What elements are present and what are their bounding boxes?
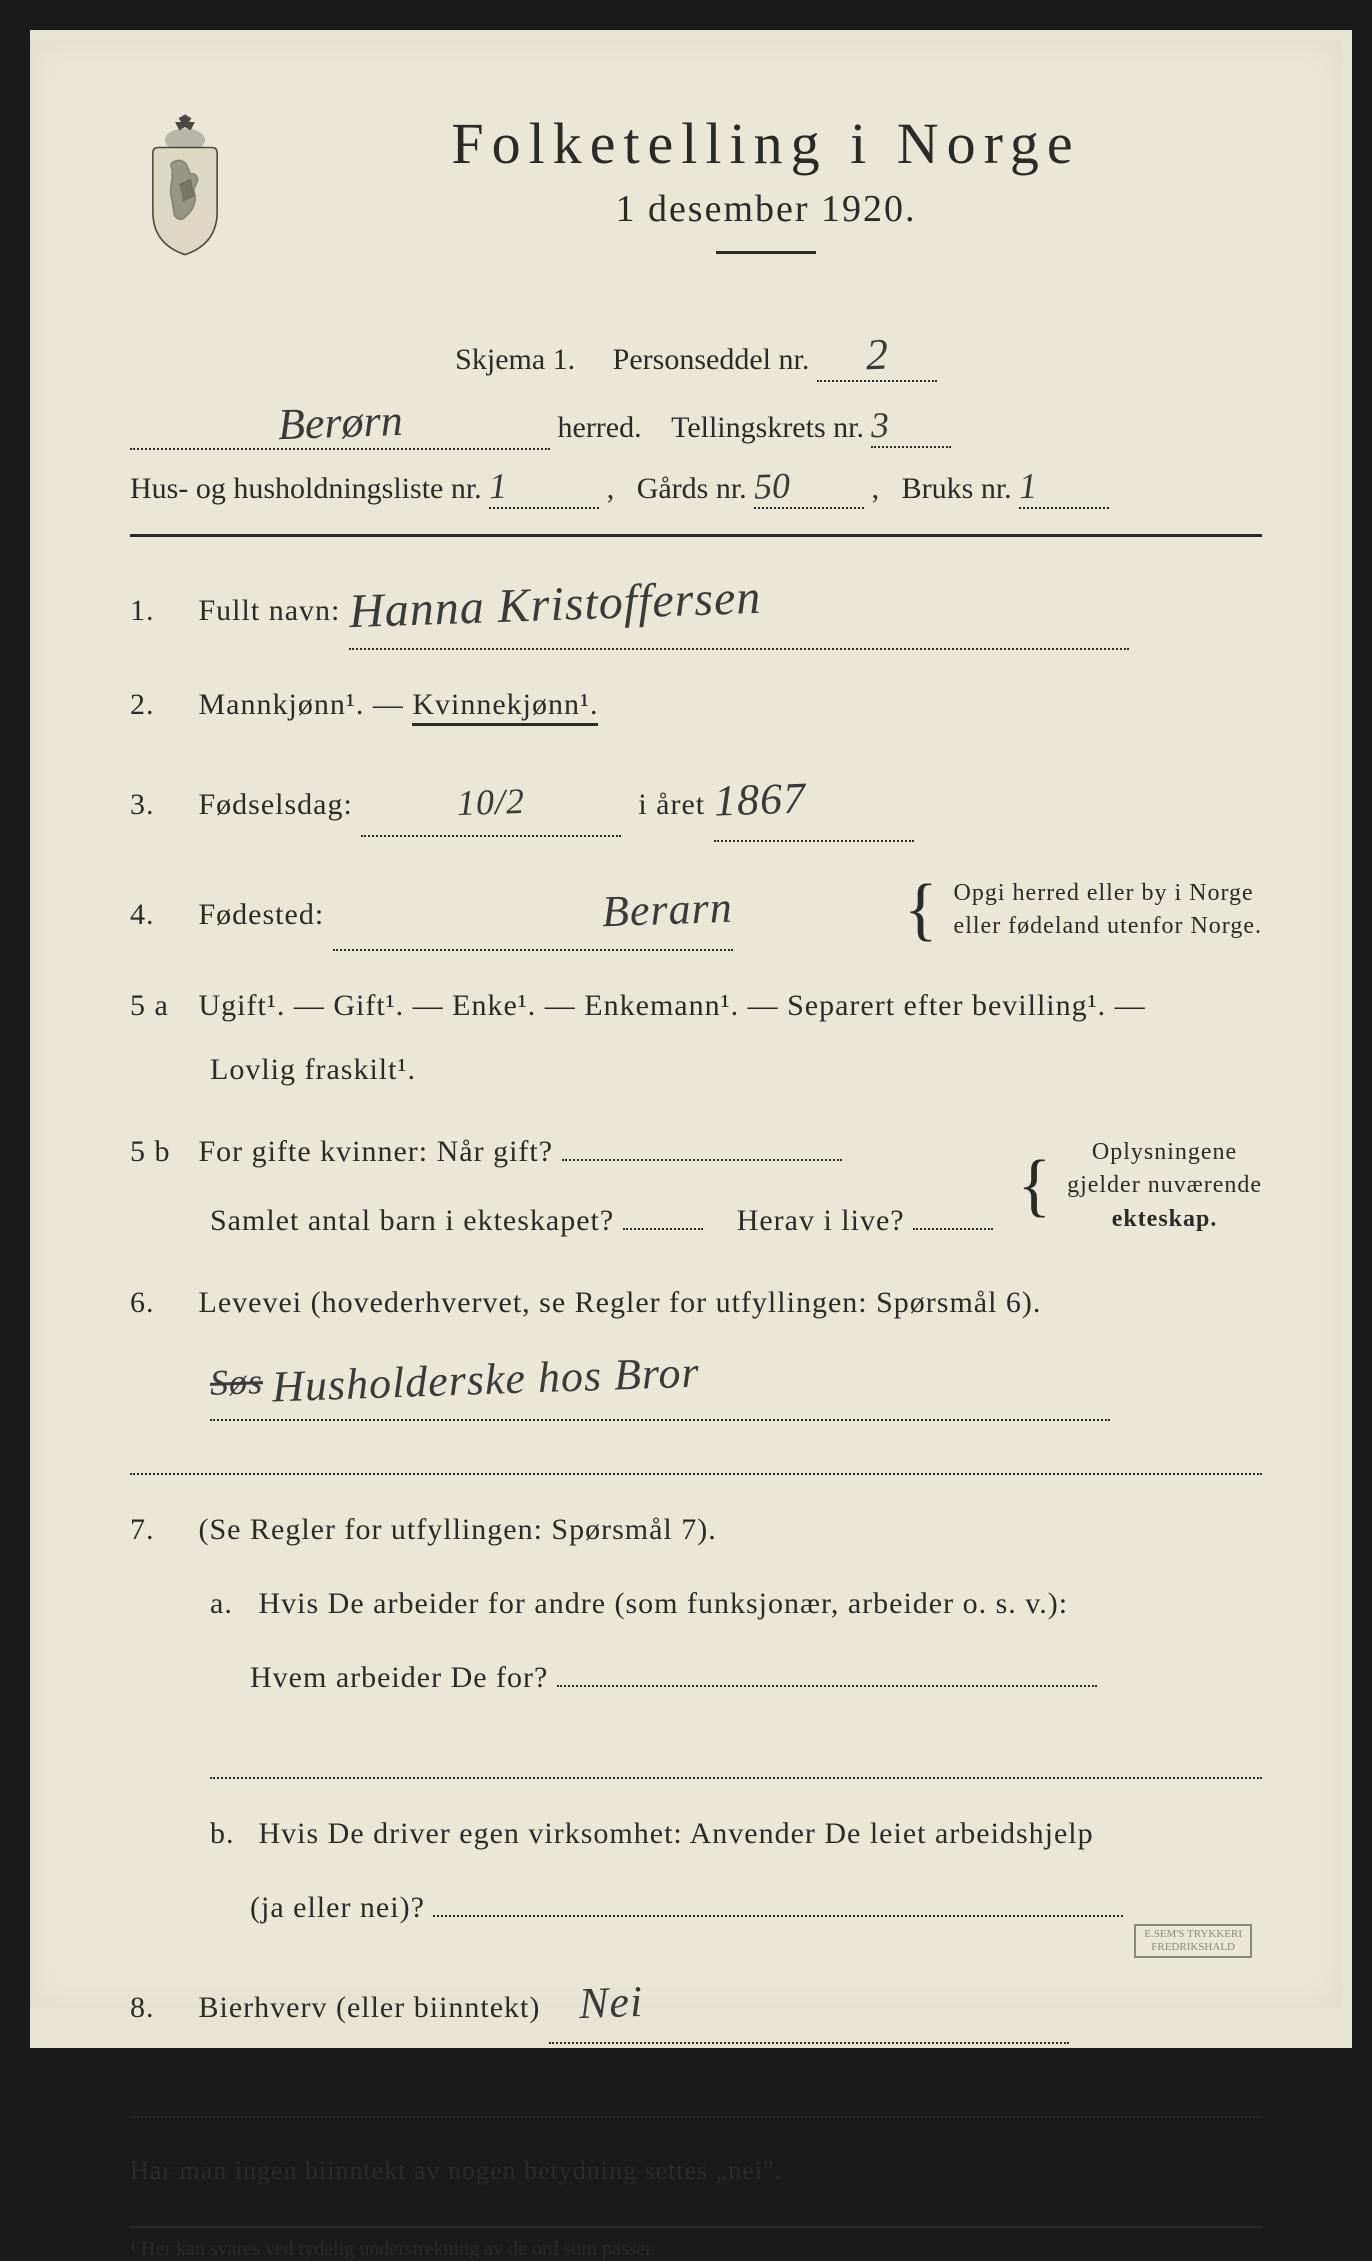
q5b-note3: ekteskap.: [1112, 1206, 1218, 1232]
tellingskrets-nr: 3: [871, 404, 890, 447]
question-5a: 5 a Ugift¹. — Gift¹. — Enke¹. — Enkemann…: [130, 979, 1262, 1097]
q4-label: Fødested:: [199, 898, 325, 931]
personseddel-label: Personseddel nr.: [613, 343, 810, 376]
q2-dash: —: [373, 688, 413, 721]
border-top: [0, 0, 1372, 30]
q7b-num: b.: [210, 1807, 250, 1861]
q5a-opt4: Enkemann¹.: [584, 989, 739, 1022]
q7b-label: Hvis De driver egen virksomhet: Anvender…: [259, 1817, 1094, 1850]
question-3: 3. Fødselsdag: 10/2 i året 1867: [130, 760, 1262, 841]
question-8: 8. Bierhverv (eller biinntekt) Nei: [130, 1963, 1262, 2118]
q1-num: 1.: [130, 584, 190, 638]
q6-value: Husholderske hos Bror: [270, 1332, 700, 1426]
q3-num: 3.: [130, 778, 190, 832]
footnote-divider: [130, 2226, 1262, 2228]
question-1: 1. Fullt navn: Hanna Kristoffersen: [130, 562, 1262, 650]
q7a-num: a.: [210, 1577, 250, 1631]
personseddel-nr: 2: [865, 329, 889, 381]
bruks-label: Bruks nr.: [902, 472, 1012, 505]
brace-icon-2: {: [1017, 1165, 1052, 1207]
q6-label: Levevei (hovederhvervet, se Regler for u…: [199, 1286, 1042, 1319]
question-5b: 5 b For gifte kvinner: Når gift? Samlet …: [130, 1125, 1262, 1248]
herred-value: Berørn: [277, 395, 403, 450]
q4-num: 4.: [130, 888, 190, 942]
footer-note: Har man ingen biinntekt av nogen betydni…: [130, 2146, 1262, 2195]
q6-blank-line: [130, 1421, 1262, 1475]
border-right: [1352, 0, 1372, 2048]
question-6: 6. Levevei (hovederhvervet, se Regler fo…: [130, 1276, 1262, 1475]
q5b-label3: Herav i live?: [737, 1204, 905, 1237]
stamp-line2: FREDRIKSHALD: [1144, 1941, 1242, 1954]
footnote: ¹ Her kan svares ved tydelig understrekn…: [130, 2238, 1262, 2261]
q1-label: Fullt navn:: [199, 594, 341, 627]
q5a-num: 5 a: [130, 979, 190, 1033]
q5a-opt2: Gift¹.: [333, 989, 404, 1022]
gards-label: Gårds nr.: [637, 472, 747, 505]
q2-num: 2.: [130, 678, 190, 732]
q3-label: Fødselsdag:: [199, 788, 353, 821]
question-4: 4. Fødested: Berarn { Opgi herred eller …: [130, 870, 1262, 951]
brace-icon: {: [904, 889, 939, 931]
question-7: 7. (Se Regler for utfyllingen: Spørsmål …: [130, 1503, 1262, 1935]
q5b-note2: gjelder nuværende: [1067, 1169, 1262, 1203]
husliste-label: Hus- og husholdningsliste nr.: [130, 472, 482, 505]
q5b-num: 5 b: [130, 1125, 190, 1179]
herred-label: herred.: [558, 411, 642, 444]
q5b-note1: Oplysningene: [1067, 1136, 1262, 1170]
q8-value: Nei: [578, 1962, 645, 2043]
section-divider-1: [130, 534, 1262, 537]
q3-year: 1867: [712, 759, 807, 841]
q2-female: Kvinnekjønn¹.: [412, 688, 598, 726]
document-paper: Folketelling i Norge 1 desember 1920. Sk…: [30, 40, 1342, 2008]
q2-male: Mannkjønn¹.: [199, 688, 365, 721]
q3-year-label: i året: [638, 788, 705, 821]
q1-value: Hanna Kristoffersen: [347, 555, 762, 656]
q7b-sub: (ja eller nei)?: [250, 1891, 425, 1924]
q4-value: Berarn: [601, 867, 734, 951]
q6-strikeout: Søs: [209, 1349, 264, 1416]
meta-line-1: Skjema 1. Personseddel nr. 2: [130, 329, 1262, 382]
meta-line-2: Berørn herred. Tellingskrets nr. 3: [130, 397, 1262, 450]
meta-block: Skjema 1. Personseddel nr. 2 Berørn herr…: [130, 329, 1262, 509]
coat-of-arms-icon: [130, 110, 240, 260]
page-container: Folketelling i Norge 1 desember 1920. Sk…: [0, 0, 1372, 2048]
q7-num: 7.: [130, 1503, 190, 1557]
title-block: Folketelling i Norge 1 desember 1920.: [270, 110, 1262, 289]
border-left: [0, 0, 30, 2048]
q5b-label2: Samlet antal barn i ekteskapet?: [210, 1204, 614, 1237]
header: Folketelling i Norge 1 desember 1920.: [130, 110, 1262, 289]
question-2: 2. Mannkjønn¹. — Kvinnekjønn¹.: [130, 678, 1262, 732]
stamp-line1: E.SEM'S TRYKKERI: [1144, 1928, 1242, 1941]
tellingskrets-label: Tellingskrets nr.: [671, 411, 864, 444]
q5a-opt6: Lovlig fraskilt¹.: [210, 1053, 416, 1086]
q8-label: Bierhverv (eller biinntekt): [199, 1991, 541, 2024]
skjema-label: Skjema 1.: [455, 343, 575, 376]
q5b-side-note: Oplysningene gjelder nuværende ekteskap.: [1067, 1136, 1262, 1237]
q7-label: (Se Regler for utfyllingen: Spørsmål 7).: [199, 1513, 717, 1546]
q5b-label1: For gifte kvinner: Når gift?: [199, 1135, 554, 1168]
q8-blank: [130, 2064, 1262, 2118]
q5a-opt5: Separert efter bevilling¹.: [787, 989, 1106, 1022]
printer-stamp: E.SEM'S TRYKKERI FREDRIKSHALD: [1134, 1924, 1252, 1958]
subtitle: 1 desember 1920.: [270, 187, 1262, 231]
gards-nr: 50: [753, 464, 790, 507]
main-title: Folketelling i Norge: [270, 110, 1262, 177]
q6-num: 6.: [130, 1276, 190, 1330]
meta-line-3: Hus- og husholdningsliste nr. 1 , Gårds …: [130, 465, 1262, 509]
q4-side-note: Opgi herred eller by i Norge eller fødel…: [954, 877, 1262, 944]
q7a-blank: [210, 1725, 1262, 1779]
q4-note2: eller fødeland utenfor Norge.: [954, 910, 1262, 944]
bruks-nr: 1: [1018, 465, 1037, 508]
q8-num: 8.: [130, 1981, 190, 2035]
q7a-sub: Hvem arbeider De for?: [250, 1661, 548, 1694]
title-divider: [716, 251, 816, 254]
q5a-opt3: Enke¹.: [452, 989, 536, 1022]
q7a-label: Hvis De arbeider for andre (som funksjon…: [259, 1587, 1069, 1620]
husliste-nr: 1: [488, 465, 507, 508]
q5a-opt1: Ugift¹.: [199, 989, 286, 1022]
q4-note1: Opgi herred eller by i Norge: [954, 877, 1262, 911]
q3-day: 10/2: [456, 769, 526, 836]
